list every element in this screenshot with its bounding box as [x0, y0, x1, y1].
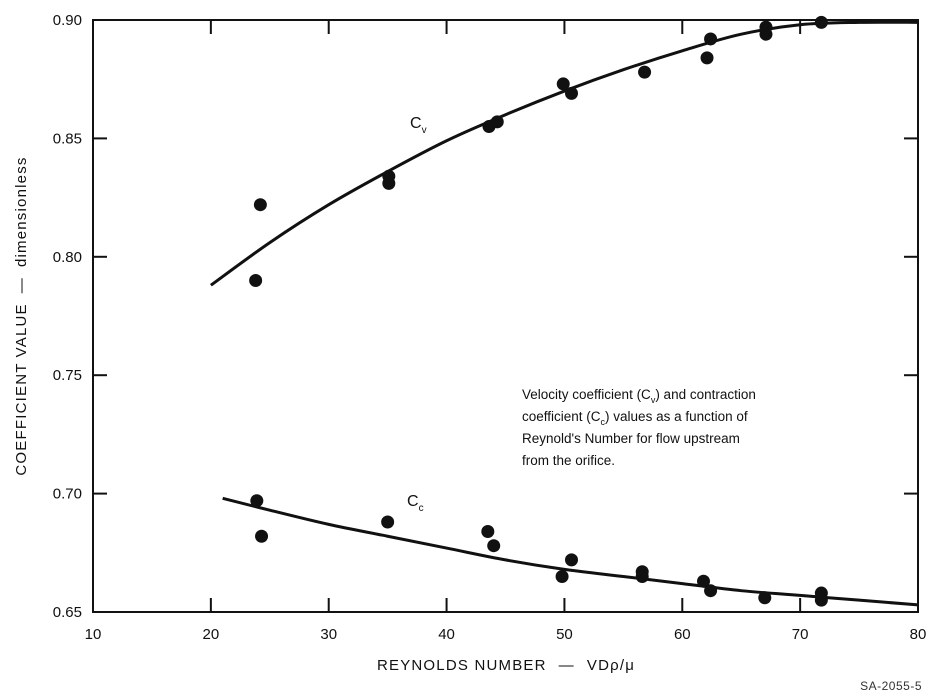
x-tick-labels: 10 20 30 40 50 60 70 80 [85, 626, 927, 643]
data-points [249, 15, 828, 607]
fit-curves [209, 20, 919, 607]
annotation-text: Velocity coefficient (Cv) and contractio… [522, 387, 756, 468]
cc-data-point [758, 591, 772, 605]
svg-text:coefficient (Cc) values as a f: coefficient (Cc) values as a function of [522, 409, 748, 427]
cv-data-point [700, 51, 714, 65]
x-axis-title-suffix: VDρ/μ [587, 657, 635, 674]
y-axis-title-suffix: dimensionless [13, 156, 30, 267]
cv-data-point [638, 65, 652, 79]
cc-data-point [487, 539, 501, 553]
figure-id: SA-2055-5 [860, 679, 922, 693]
cv-curve-label: Cv [410, 115, 427, 136]
y-axis-title: COEFFICIENT VALUE—dimensionless [13, 156, 30, 475]
cv-data-point [704, 32, 718, 46]
cc-data-point [704, 584, 718, 598]
cc-data-point [250, 494, 264, 508]
x-tick-label: 20 [203, 626, 220, 643]
x-tick-label: 10 [85, 626, 102, 643]
cc-data-point [565, 553, 578, 567]
cc-data-point [697, 574, 710, 588]
y-tick-label: 0.75 [53, 367, 82, 384]
cc-data-point [635, 569, 649, 583]
x-tick-label: 70 [792, 626, 809, 643]
x-tick-label: 60 [674, 626, 691, 643]
cc-data-point [381, 515, 395, 529]
x-tick-label: 80 [910, 626, 927, 643]
cv-data-point [253, 198, 267, 212]
cv-data-point [249, 273, 263, 287]
x-axis-title-main: REYNOLDS NUMBER [377, 657, 547, 674]
x-tick-label: 30 [320, 626, 337, 643]
x-axis-title: REYNOLDS NUMBER — VDρ/μ [377, 657, 635, 674]
plot-frame [92, 19, 919, 613]
y-tick-label: 0.90 [53, 12, 82, 29]
tick-marks [93, 20, 918, 612]
x-tick-label: 40 [438, 626, 455, 643]
cv-data-point [814, 15, 828, 29]
y-tick-label: 0.85 [53, 130, 82, 147]
cv-data-point [565, 86, 578, 100]
cv-data-point [490, 115, 504, 129]
cc-data-point [255, 529, 269, 543]
svg-text:Reynold's Number for flow upst: Reynold's Number for flow upstream [522, 431, 740, 446]
y-tick-labels: 0.65 0.70 0.75 0.80 0.85 0.90 [53, 12, 82, 621]
cc-data-point [814, 593, 828, 607]
cv-data-point [759, 27, 773, 41]
svg-text:from the orifice.: from the orifice. [522, 453, 615, 468]
cc-fit-curve [222, 496, 919, 607]
y-tick-label: 0.80 [53, 249, 82, 266]
y-tick-label: 0.65 [53, 604, 82, 621]
x-tick-label: 50 [556, 626, 573, 643]
cv-fit-curve [209, 20, 919, 287]
cc-data-point [555, 569, 569, 583]
svg-text:Velocity coefficient (Cv) and: Velocity coefficient (Cv) and contractio… [522, 387, 756, 405]
cv-data-point [556, 77, 570, 91]
cc-data-point [481, 524, 495, 538]
cc-curve-label: Cc [407, 493, 424, 514]
cv-data-point [382, 176, 396, 190]
y-axis-title-main: COEFFICIENT VALUE [13, 303, 30, 475]
y-tick-label: 0.70 [53, 486, 82, 503]
